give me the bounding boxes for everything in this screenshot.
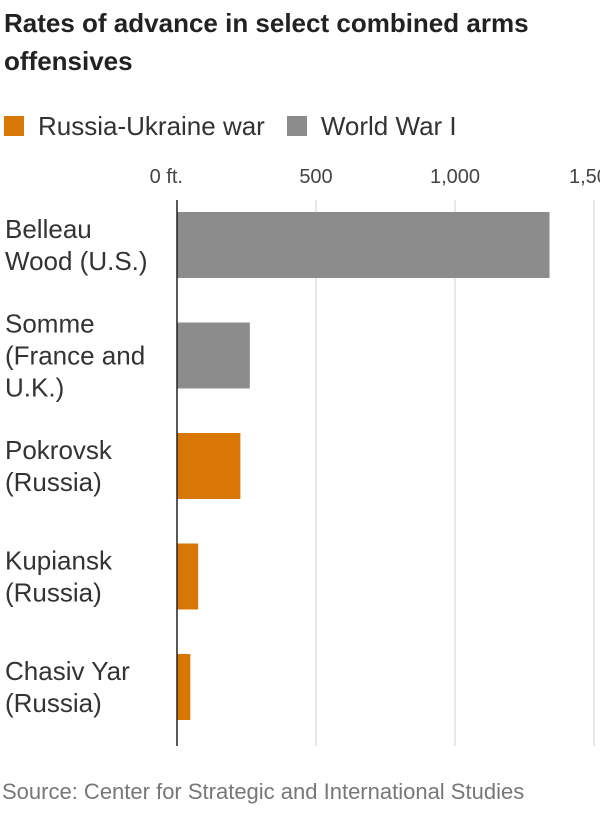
legend-swatch-russia-ukraine — [4, 116, 24, 136]
category-label-line: (Russia) — [5, 688, 102, 718]
bar-4 — [177, 654, 191, 720]
legend-item-world-war-i: World War I — [286, 110, 457, 142]
category-label-line: Belleau — [5, 214, 92, 244]
legend-swatch-world-war-i — [286, 116, 307, 136]
bar-1 — [177, 322, 250, 389]
category-label-0: Belleau Wood (U.S.) — [5, 214, 148, 276]
bar-0 — [177, 212, 550, 278]
category-label-line: Pokrovsk — [5, 435, 113, 465]
legend-label-world-war-i: World War I — [320, 110, 457, 141]
category-label-line: Kupiansk — [5, 546, 113, 576]
category-label-line: (Russia) — [5, 467, 102, 497]
category-label-3: Kupiansk (Russia) — [5, 546, 113, 608]
bar-3 — [177, 543, 199, 610]
x-tick-label-1500: 1,500 — [569, 166, 600, 188]
source-note: Source: Center for Strategic and Interna… — [2, 779, 525, 804]
legend-item-russia-ukraine: Russia-Ukraine war — [4, 111, 265, 142]
category-label-line: Chasiv Yar — [5, 656, 130, 686]
x-tick-label-500: 500 — [299, 166, 332, 188]
category-label-line: (Russia) — [5, 578, 102, 608]
category-label-line: (France and — [5, 341, 145, 371]
category-label-4: Chasiv Yar (Russia) — [5, 656, 130, 718]
legend-label-russia-ukraine: Russia-Ukraine war — [38, 110, 265, 141]
category-label-line: U.K.) — [5, 373, 64, 403]
x-tick-label-1000: 1,000 — [430, 166, 480, 188]
category-label-line: Somme — [5, 309, 95, 339]
chart-title: Rates of advance in select combined arms… — [4, 8, 529, 76]
category-label-line: Wood (U.S.) — [5, 246, 148, 276]
legend: Russia-Ukraine war World War I — [4, 110, 479, 142]
x-tick-label-0: 0 ft. — [150, 166, 183, 188]
category-label-1: Somme (France and U.K.) — [5, 309, 145, 403]
category-label-2: Pokrovsk (Russia) — [5, 435, 113, 497]
bar-2 — [177, 433, 241, 499]
